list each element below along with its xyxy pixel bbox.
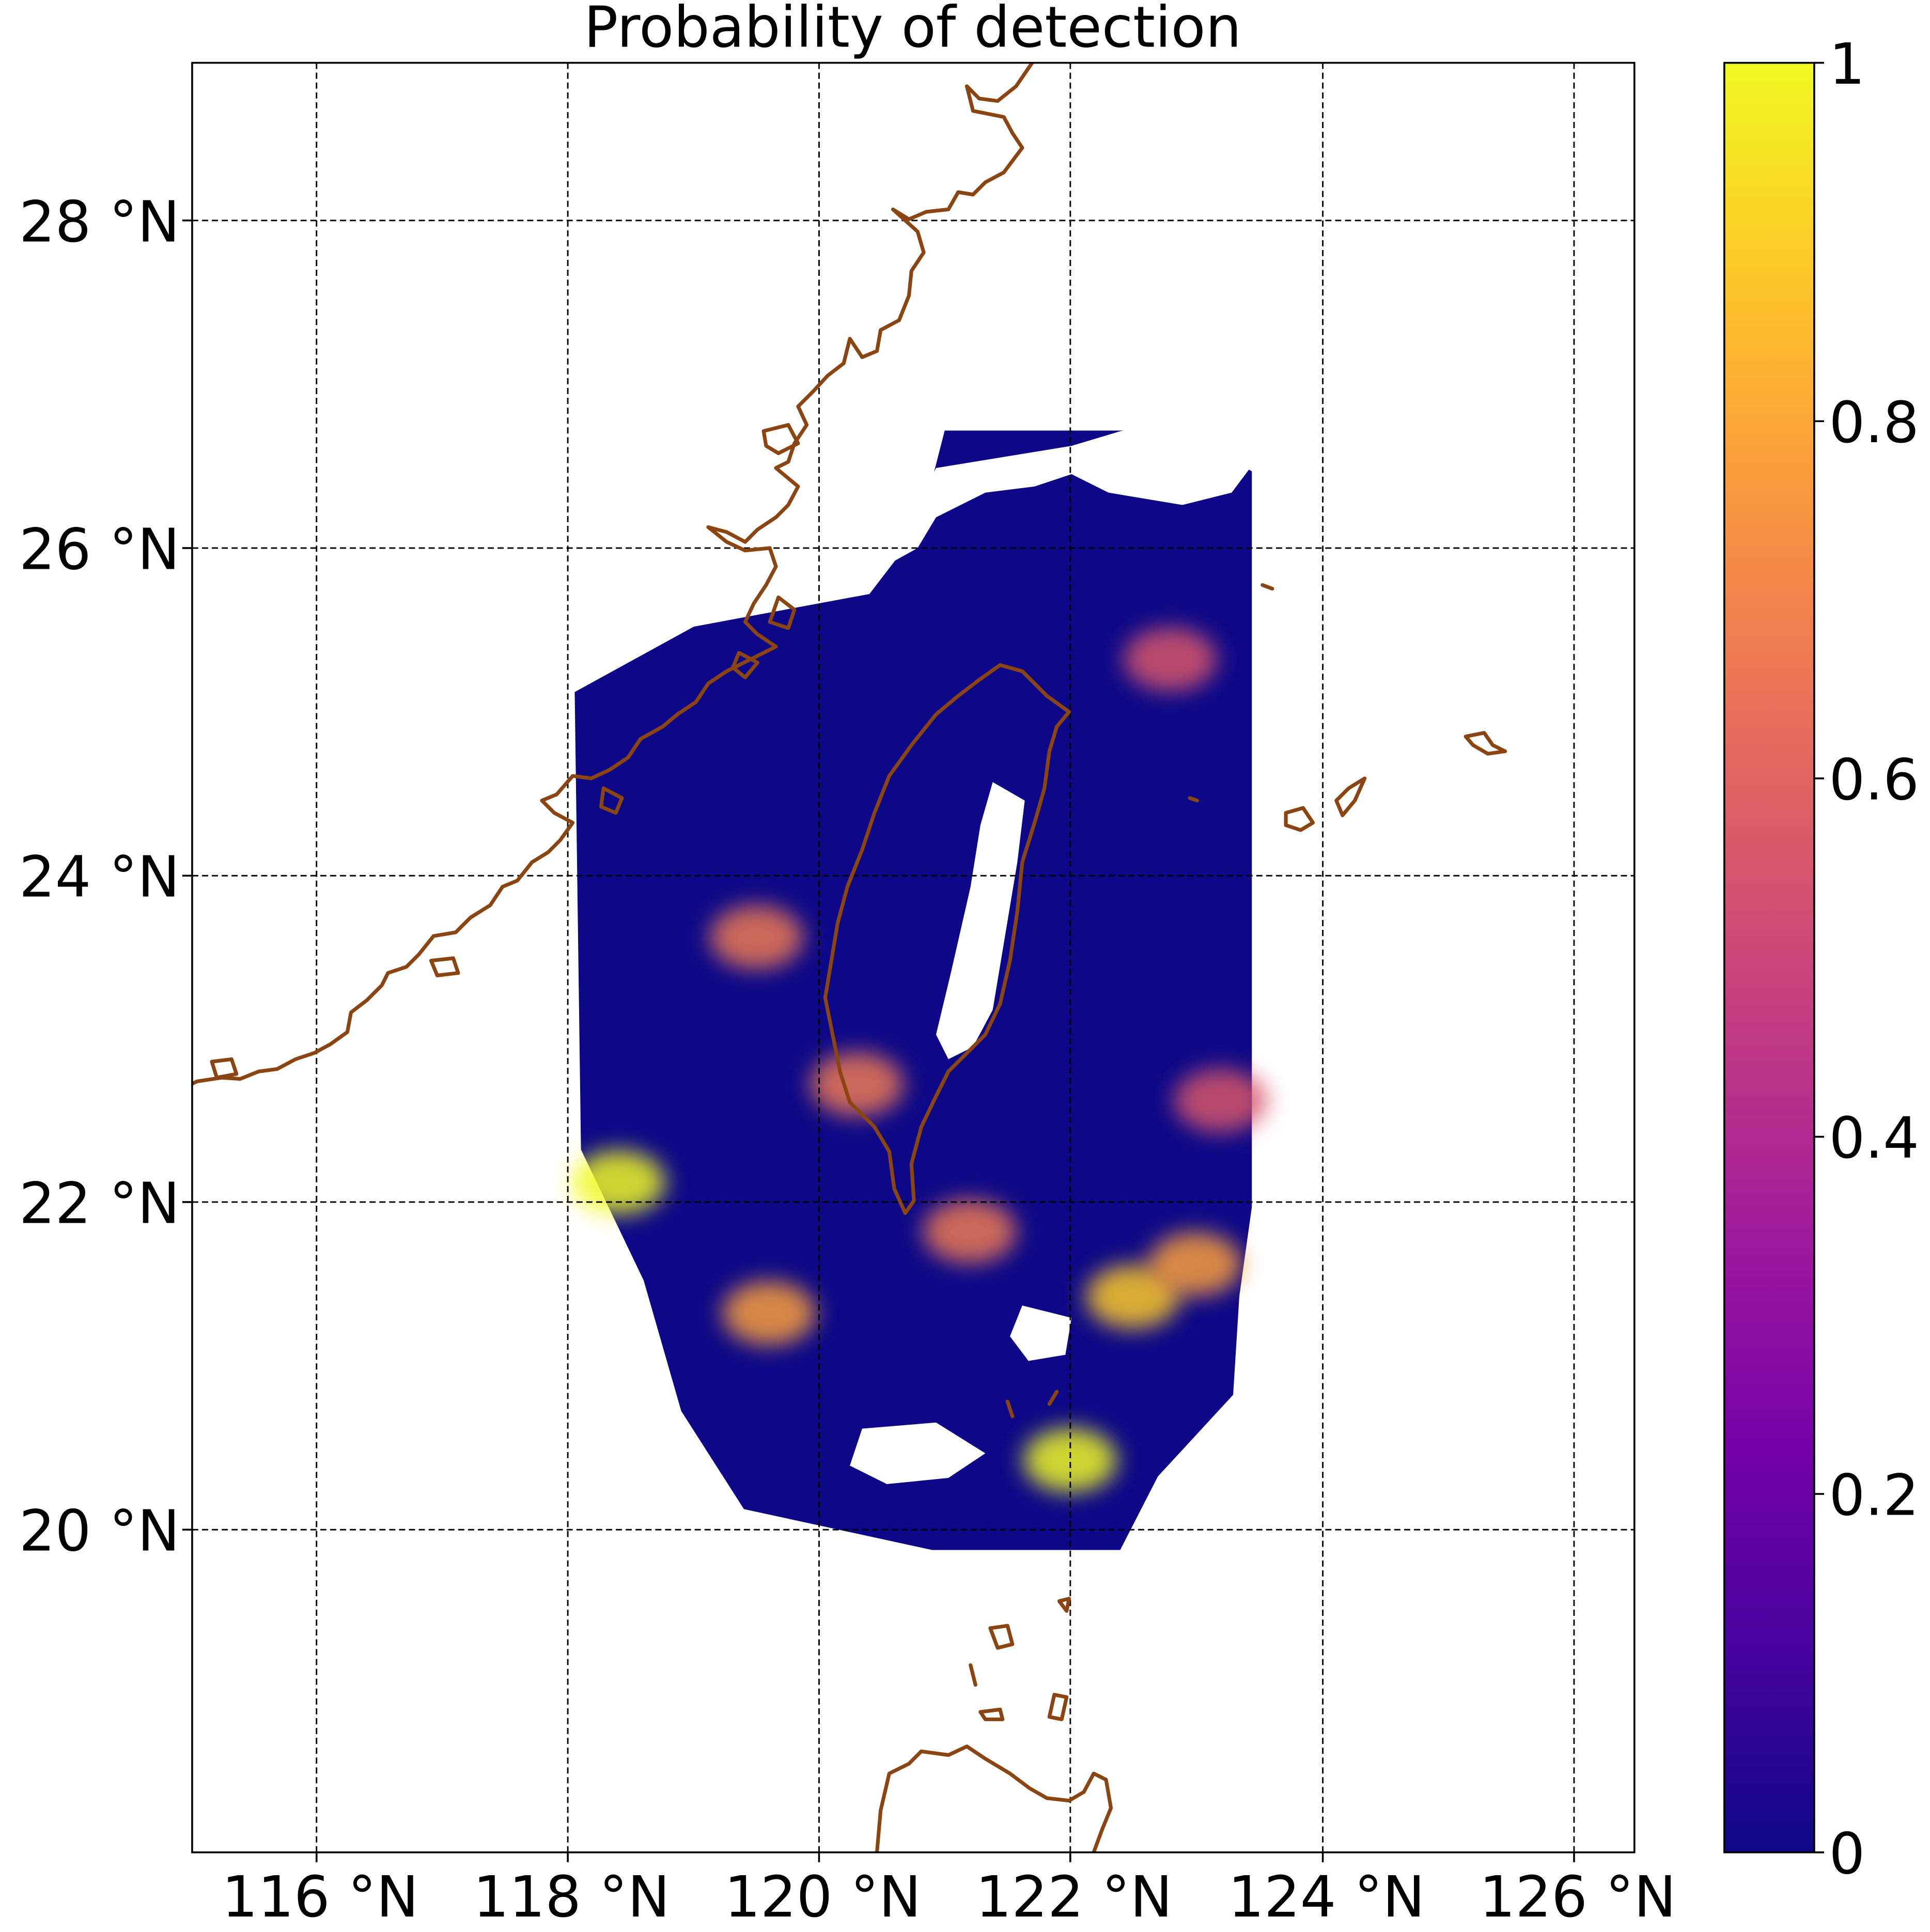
colorbar-tick-label: 0.8 (1829, 389, 1919, 456)
y-tick-labels: 28 °N 26 °N 24 °N 22 °N 20 °N (19, 189, 192, 1564)
colorbar-tick-label: 0 (1829, 1820, 1865, 1887)
islands-ryukyu (1188, 583, 1507, 832)
heatmap-hotspot (923, 1199, 1017, 1264)
y-tick-label: 26 °N (19, 516, 180, 582)
gap-taiwan-mountains (936, 782, 1025, 1060)
colorbar-tick-label: 0.6 (1829, 746, 1919, 813)
heatmap-swath (574, 430, 1252, 1550)
colorbar-tick-label: 0.4 (1829, 1105, 1919, 1171)
gap-north-1 (813, 418, 1250, 585)
coastline-southeast-china (192, 63, 1034, 1086)
x-tick-label: 116 °N (222, 1864, 418, 1930)
coastlines (192, 63, 1507, 1852)
y-tick-label: 22 °N (19, 1170, 180, 1236)
x-tick-label: 120 °N (724, 1864, 921, 1930)
heatmap-hotspot (1123, 627, 1218, 692)
y-tick-label: 28 °N (19, 189, 180, 255)
colorbar-tick-marks (1814, 61, 1824, 1853)
gap-south-1 (850, 1422, 986, 1484)
map-axes (192, 63, 1635, 1852)
heatmap-hotspot (571, 1150, 665, 1214)
coastline-china-islands (210, 423, 800, 1080)
heatmap-hotspot (722, 1281, 816, 1345)
x-tick-label: 122 °N (975, 1864, 1172, 1930)
x-tick-label: 118 °N (473, 1864, 670, 1930)
colorbar-tick-label: 1 (1829, 31, 1865, 97)
gap-south-2 (1010, 1305, 1072, 1361)
x-tick-labels: 116 °N 118 °N 120 °N 122 °N 124 °N 126 °… (222, 1852, 1676, 1930)
colorbar-tick-label: 0.2 (1829, 1462, 1919, 1529)
x-tick-label: 124 °N (1228, 1864, 1425, 1930)
heatmap-hotspot (1148, 1232, 1242, 1296)
heatmap-hotspot (810, 1052, 904, 1116)
coastline-taiwan (823, 663, 1071, 1215)
islands-batanes (969, 1390, 1071, 1721)
map-frame (191, 61, 1636, 1853)
x-tick-label: 126 °N (1480, 1864, 1676, 1930)
heatmap-hotspot (1174, 1068, 1268, 1133)
y-tick-marks (182, 219, 192, 1531)
heatmap-hotspot (709, 905, 803, 970)
colorbar-tick-labels: 0 0.2 0.4 0.6 0.8 1 (1829, 31, 1919, 1887)
heatmap-gaps (813, 418, 1250, 1484)
heatmap-hotspot (1023, 1428, 1117, 1492)
heatmap-hotspots (571, 627, 1268, 1492)
colorbar: 0 0.2 0.4 0.6 0.8 1 (1723, 31, 1919, 1887)
x-tick-marks (315, 1852, 1575, 1862)
chart-title: Probability of detection (584, 0, 1241, 60)
detection-heatmap (571, 418, 1268, 1550)
y-tick-label: 24 °N (19, 844, 180, 910)
colorbar-gradient (1723, 61, 1815, 1853)
coastline-luzon (875, 1744, 1113, 1852)
y-tick-label: 20 °N (19, 1498, 180, 1564)
